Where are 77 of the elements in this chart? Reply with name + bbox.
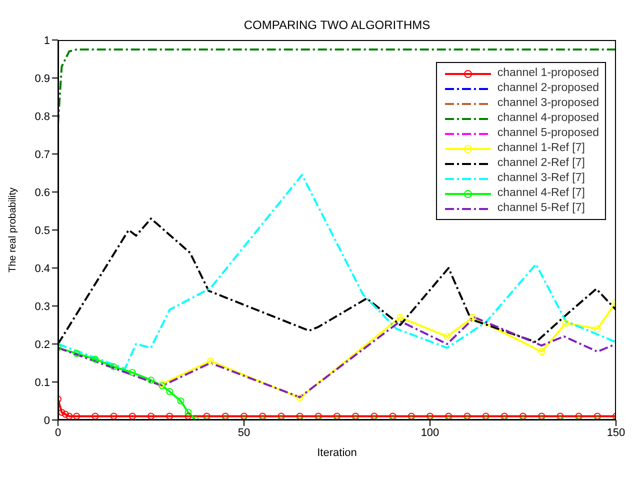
point <box>464 412 471 420</box>
point <box>73 412 80 420</box>
point <box>352 412 360 420</box>
point <box>240 412 248 420</box>
point <box>296 412 304 420</box>
point <box>575 412 582 420</box>
y-tick-label: 1 <box>44 34 50 47</box>
point <box>66 412 73 420</box>
point <box>207 358 214 365</box>
point <box>92 356 99 363</box>
point <box>334 412 340 420</box>
x-tick-label: 0 <box>54 426 62 439</box>
chart-title: COMPARING TWO ALGORITHMS <box>242 18 432 32</box>
point <box>184 412 192 420</box>
point <box>58 408 66 416</box>
line-series <box>58 174 616 370</box>
legend-label: channel 4-Ref [7] <box>497 186 585 201</box>
x-tick-label: 50 <box>238 426 250 439</box>
y-tick-label: 0.6 <box>34 186 50 199</box>
legend-label: channel 2-Ref [7] <box>497 156 585 171</box>
legend-label: channel 2-proposed <box>497 81 599 96</box>
y-tick-label: 0.4 <box>34 262 50 275</box>
y-tick-label: 0.2 <box>34 338 50 351</box>
y-tick-label: 0.5 <box>34 224 50 237</box>
x-axis-title: Iteration <box>317 446 357 459</box>
point <box>520 412 526 420</box>
legend-label: channel 3-Ref [7] <box>497 171 585 186</box>
point <box>222 412 229 420</box>
legend-label: channel 4-proposed <box>497 111 599 126</box>
point <box>259 412 266 420</box>
point <box>538 348 546 356</box>
legend-label: channel 1-Ref [7] <box>497 141 585 156</box>
point <box>128 412 136 420</box>
point <box>177 398 184 404</box>
point <box>166 412 174 420</box>
point <box>444 332 451 340</box>
point <box>556 412 564 420</box>
legend-label: channel 5-proposed <box>497 126 599 141</box>
point <box>482 412 490 420</box>
point <box>594 325 601 332</box>
point <box>128 369 136 376</box>
point <box>296 394 304 402</box>
point <box>370 412 378 420</box>
point <box>396 314 404 321</box>
point <box>203 412 210 420</box>
y-tick-label: 0.1 <box>34 376 50 389</box>
point <box>469 314 476 321</box>
point <box>110 363 118 370</box>
point <box>314 412 322 420</box>
point <box>408 412 415 420</box>
point <box>500 412 508 420</box>
legend-label: channel 1-proposed <box>497 66 599 81</box>
point <box>426 412 434 420</box>
point <box>110 412 118 420</box>
point <box>184 408 192 416</box>
y-tick-label: 0.3 <box>34 300 50 313</box>
x-tick-label: 150 <box>606 426 626 439</box>
point <box>148 412 154 420</box>
point <box>148 376 154 384</box>
legend-label: channel 5-Ref [7] <box>497 201 585 216</box>
point <box>92 412 99 420</box>
y-tick-label: 0.7 <box>34 148 50 161</box>
y-tick-label: 0.8 <box>34 110 50 123</box>
y-axis-title: The real probability <box>8 187 19 273</box>
point <box>562 320 570 327</box>
x-tick-label: 100 <box>420 426 440 439</box>
point <box>278 412 285 420</box>
point <box>73 350 80 357</box>
point <box>538 412 546 420</box>
point <box>445 412 452 420</box>
point <box>389 412 396 420</box>
point <box>594 412 601 420</box>
y-tick-label: 0.9 <box>34 72 50 85</box>
legend-label: channel 3-proposed <box>497 96 599 111</box>
point <box>166 388 174 395</box>
point <box>62 410 69 418</box>
y-tick-label: 0 <box>44 414 50 427</box>
